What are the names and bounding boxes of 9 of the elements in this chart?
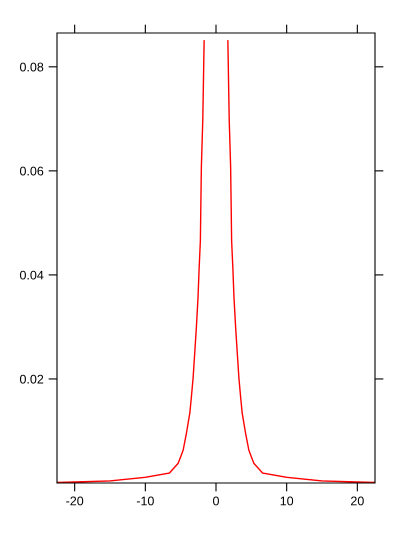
x-tick-label: 20 xyxy=(351,496,364,506)
y-tick-label: 0.08 xyxy=(20,62,44,72)
x-tick-label: 10 xyxy=(280,496,294,506)
x-tick-label: -20 xyxy=(66,496,84,506)
x-tick-label: -10 xyxy=(136,496,154,506)
y-tick-label: 0.06 xyxy=(20,166,44,176)
y-tick-label: 0.02 xyxy=(20,374,44,384)
x-tick-label: 0 xyxy=(213,496,219,506)
y-tick-label: 0.04 xyxy=(20,270,44,280)
